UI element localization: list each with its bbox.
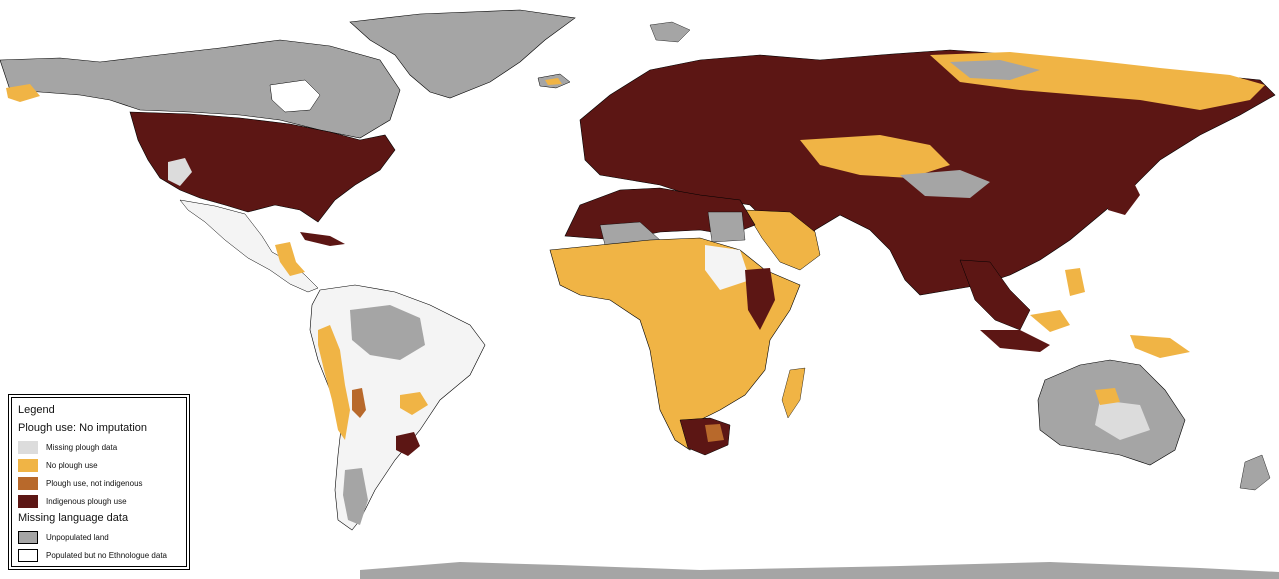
australia-missing <box>1095 400 1150 440</box>
egypt-unpopulated <box>707 211 746 243</box>
great-basin-missing <box>168 158 192 186</box>
missing-plough-swatch <box>18 440 38 454</box>
uruguay-plough <box>396 432 420 456</box>
indigenous-plough-swatch <box>18 494 38 508</box>
australia-no-plough <box>1095 388 1120 405</box>
legend-title: Legend <box>18 404 55 416</box>
amazon-unpopulated <box>350 305 425 360</box>
map-legend-inner: Legend Plough use: No imputation Missing… <box>11 397 187 567</box>
indonesia-plough <box>980 330 1050 352</box>
southeast-asia-plough <box>959 259 1031 331</box>
sahel-missing <box>705 245 750 290</box>
no-plough-swatch <box>18 458 38 472</box>
legend-label: Plough use, not indigenous <box>46 478 143 488</box>
legend-row-no-plough: No plough use <box>18 456 180 474</box>
central-america-plough <box>275 242 305 276</box>
legend-label: Unpopulated land <box>46 532 109 542</box>
legend-section-language-title: Missing language data <box>18 512 129 524</box>
indonesia-no-plough <box>1030 310 1070 332</box>
legend-row-plough-not-indigenous: Plough use, not indigenous <box>18 474 180 492</box>
madagascar-no-plough <box>781 367 806 419</box>
cuba-region <box>300 232 345 246</box>
legend-row-populated-no-data: Populated but no Ethnologue data <box>18 546 180 564</box>
hudson-bay <box>269 79 321 113</box>
north-america-unpopulated <box>0 39 401 139</box>
map-legend: Legend Plough use: No imputation Missing… <box>8 394 190 570</box>
siberia-unpopulated <box>950 60 1040 80</box>
central-asia-no-plough <box>800 135 950 178</box>
andes-plough <box>318 325 350 440</box>
japan-plough <box>1108 175 1140 215</box>
mexico-region <box>179 199 319 293</box>
africa-no-plough <box>549 237 801 451</box>
greenland-region <box>349 9 576 99</box>
iceland-plough <box>545 78 562 85</box>
legend-label: No plough use <box>46 460 98 470</box>
philippines-no-plough <box>1065 268 1085 296</box>
north-america-plough <box>129 111 396 223</box>
andes-plough-not-indigenous <box>352 388 366 418</box>
legend-section-plough-title: Plough use: No imputation <box>18 422 148 434</box>
legend-label: Indigenous plough use <box>46 496 127 506</box>
legend-label: Missing plough data <box>46 442 118 452</box>
arabia-no-plough <box>744 209 821 271</box>
svalbard-region <box>649 21 691 43</box>
plough-not-indigenous-swatch <box>18 476 38 490</box>
legend-row-unpopulated: Unpopulated land <box>18 528 180 546</box>
populated-no-data-swatch <box>18 548 38 562</box>
legend-row-missing-plough: Missing plough data <box>18 438 180 456</box>
namibia-plough-not-indigenous <box>705 424 724 442</box>
tibet-unpopulated <box>900 170 990 198</box>
legend-row-indigenous-plough: Indigenous plough use <box>18 492 180 510</box>
patagonia-unpopulated <box>343 468 368 525</box>
new-guinea-no-plough <box>1130 335 1190 358</box>
new-zealand-region <box>1239 454 1271 491</box>
ethiopia-plough <box>745 268 775 330</box>
alaska-plough-patches <box>6 84 40 102</box>
unpopulated-swatch <box>18 530 38 544</box>
legend-label: Populated but no Ethnologue data <box>46 550 167 560</box>
south-america-region <box>309 284 486 531</box>
brazil-plough-patches <box>400 392 428 415</box>
antarctica-region <box>360 562 1279 579</box>
